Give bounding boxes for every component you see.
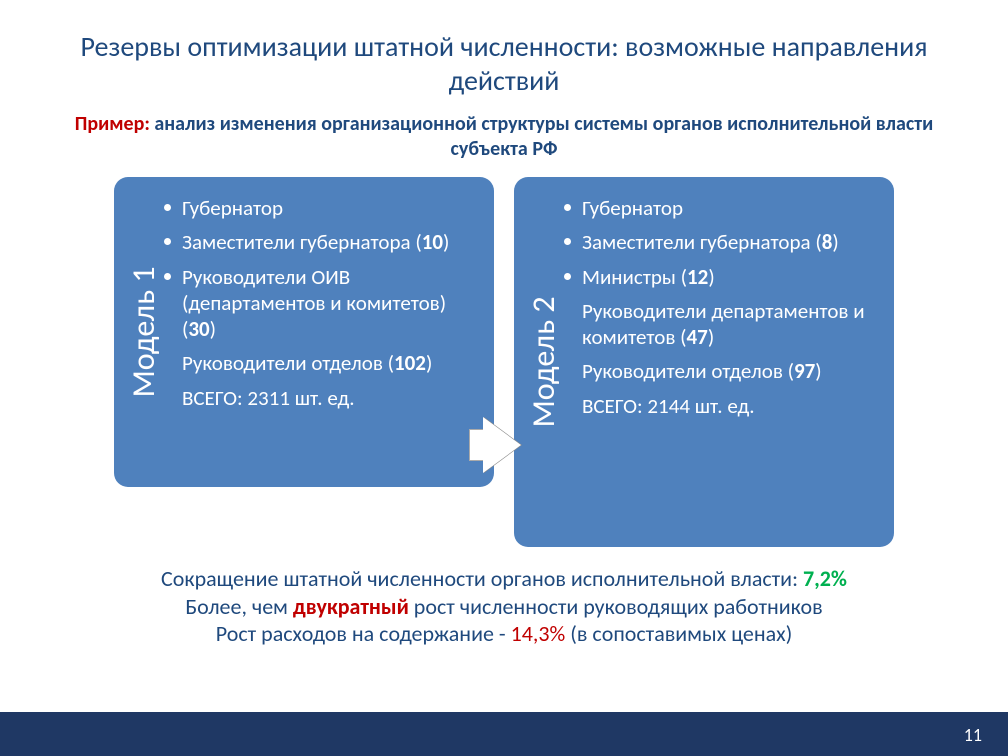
models-container: Модель 1 ГубернаторЗаместители губернато… [0,177,1008,547]
conclusion-line-1: Сокращение штатной численности органов и… [50,565,958,593]
list-item: Руководители отделов (102) [164,346,480,380]
conclusion-line-3: Рост расходов на содержание - 14,3% (в с… [50,620,958,648]
model-2-card: Модель 2 ГубернаторЗаместители губернато… [514,177,894,547]
model-2-label: Модель 2 [524,297,563,428]
subtitle-rest: анализ изменения организационной структу… [150,112,933,161]
list-item: ВСЕГО: 2311 шт. ед. [164,381,480,415]
list-item: Заместители губернатора (8) [564,225,880,259]
slide-subtitle: Пример: анализ изменения организационной… [0,107,1008,177]
slide-title: Резервы оптимизации штатной численности:… [0,0,1008,107]
list-item: Руководители департаментов и комитетов (… [564,294,880,355]
list-item: Губернатор [564,191,880,225]
list-item: ВСЕГО: 2144 шт. ед. [564,389,880,423]
list-item: Заместители губернатора (10) [164,225,480,259]
list-item: Министры (12) [564,260,880,294]
conclusion-line-2: Более, чем двукратный рост численности р… [50,593,958,621]
subtitle-prefix: Пример: [75,112,150,136]
footer-bar [0,712,1008,756]
model-1-label: Модель 1 [124,267,163,398]
conclusion-block: Сокращение штатной численности органов и… [0,547,1008,648]
model-1-list: ГубернаторЗаместители губернатора (10)Ру… [164,191,480,415]
list-item: Руководители ОИВ (департаментов и комите… [164,260,480,347]
page-number: 11 [964,724,982,746]
list-item: Руководители отделов (97) [564,354,880,388]
model-1-card: Модель 1 ГубернаторЗаместители губернато… [114,177,494,487]
list-item: Губернатор [164,191,480,225]
model-2-list: ГубернаторЗаместители губернатора (8)Мин… [564,191,880,423]
